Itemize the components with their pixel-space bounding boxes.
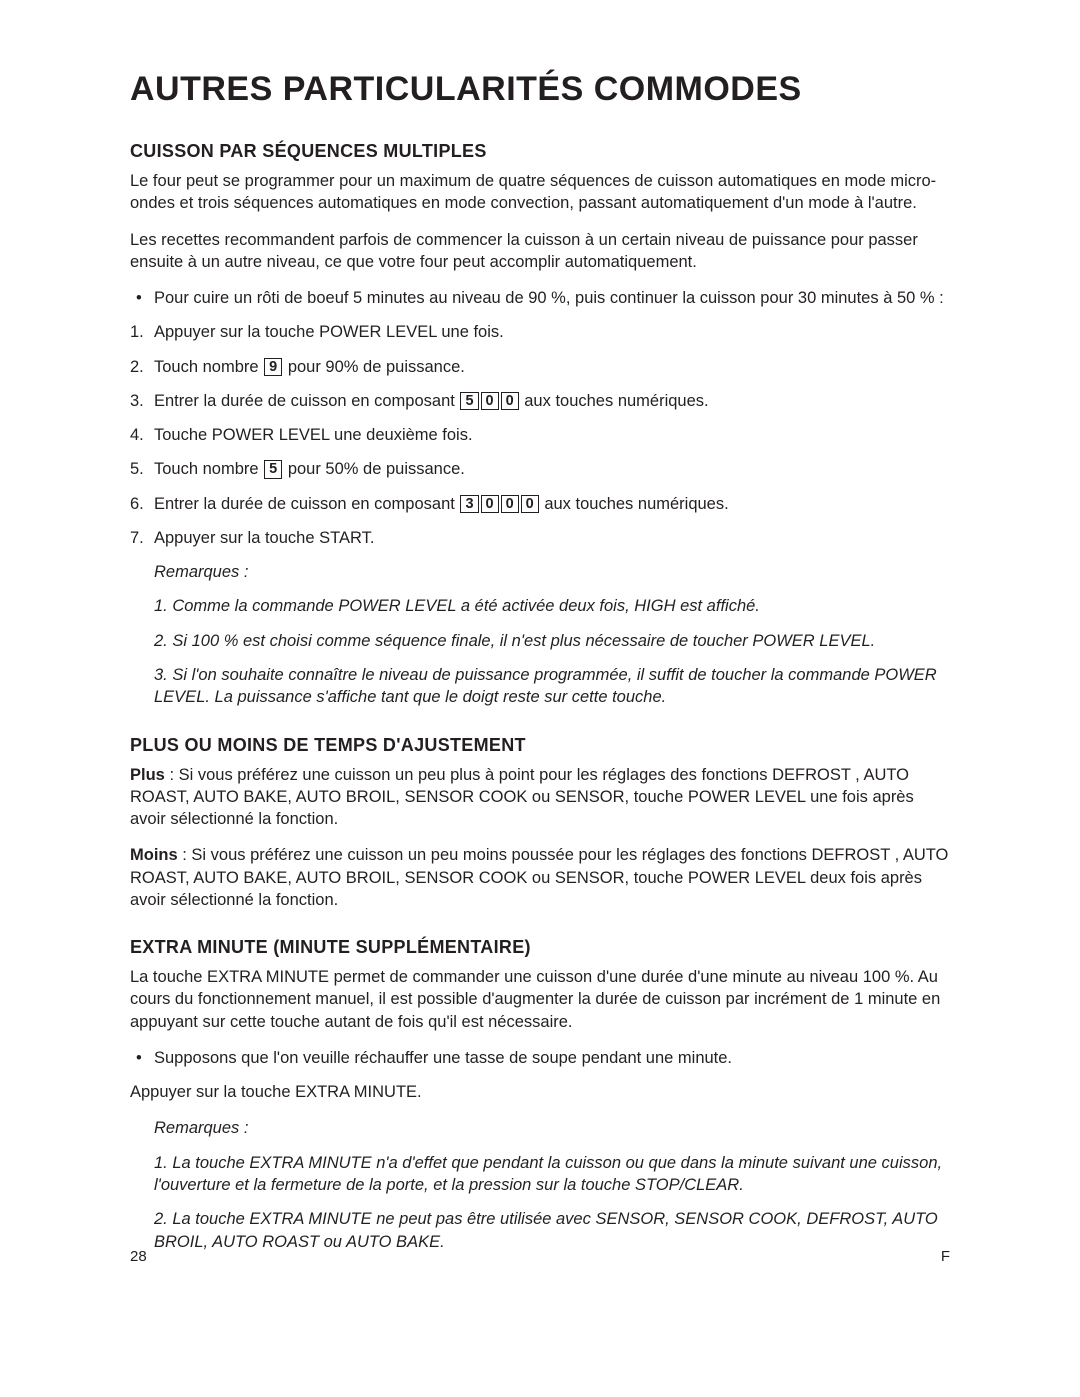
body-text-part: : Si vous préférez une cuisson un peu pl… — [130, 766, 914, 829]
step-number: 3. — [130, 390, 154, 412]
note-text: 3. Si l'on souhaite connaître le niveau … — [154, 664, 950, 709]
step-item: 1. Appuyer sur la touche POWER LEVEL une… — [130, 321, 950, 343]
step-item: 3. Entrer la durée de cuisson en composa… — [130, 390, 950, 412]
step-text-part: aux touches numériques. — [520, 392, 709, 410]
bold-label: Moins — [130, 846, 178, 864]
page-number: 28 — [130, 1248, 147, 1265]
step-text-part: Entrer la durée de cuisson en composant — [154, 495, 459, 513]
step-text: Appuyer sur la touche POWER LEVEL une fo… — [154, 321, 504, 343]
step-item: 2. Touch nombre 9 pour 90% de puissance. — [130, 356, 950, 378]
bold-label: Plus — [130, 766, 165, 784]
step-text-part: pour 90% de puissance. — [283, 358, 465, 376]
body-text: Les recettes recommandent parfois de com… — [130, 229, 950, 274]
page-footer: 28 F — [130, 1248, 950, 1265]
keycap: 0 — [501, 392, 519, 411]
bullet-item: • Supposons que l'on veuille réchauffer … — [130, 1047, 950, 1069]
step-item: 6. Entrer la durée de cuisson en composa… — [130, 493, 950, 515]
step-number: 1. — [130, 321, 154, 343]
step-text: Entrer la durée de cuisson en composant … — [154, 390, 709, 412]
body-text: Moins : Si vous préférez une cuisson un … — [130, 844, 950, 911]
keycap: 0 — [481, 495, 499, 514]
notes-block: Remarques : 1. La touche EXTRA MINUTE n'… — [130, 1117, 950, 1252]
bullet-text: Supposons que l'on veuille réchauffer un… — [154, 1047, 732, 1069]
body-text: La touche EXTRA MINUTE permet de command… — [130, 966, 950, 1033]
step-text: Touche POWER LEVEL une deuxième fois. — [154, 424, 473, 446]
note-text: 1. Comme la commande POWER LEVEL a été a… — [154, 595, 950, 617]
keycap: 0 — [481, 392, 499, 411]
section-heading-2: PLUS OU MOINS DE TEMPS D'AJUSTEMENT — [130, 735, 950, 756]
keycap: 9 — [264, 358, 282, 377]
notes-block: Remarques : 1. Comme la commande POWER L… — [130, 561, 950, 708]
step-text-part: Touch nombre — [154, 358, 263, 376]
step-text: Appuyer sur la touche START. — [154, 527, 374, 549]
note-text: 1. La touche EXTRA MINUTE n'a d'effet qu… — [154, 1152, 950, 1197]
step-item: 7. Appuyer sur la touche START. — [130, 527, 950, 549]
bullet-dot: • — [136, 287, 154, 309]
keycap: 5 — [264, 460, 282, 479]
bullet-dot: • — [136, 1047, 154, 1069]
step-text-part: aux touches numériques. — [540, 495, 729, 513]
body-text: Appuyer sur la touche EXTRA MINUTE. — [130, 1081, 950, 1103]
step-item: 5. Touch nombre 5 pour 50% de puissance. — [130, 458, 950, 480]
step-text: Touch nombre 5 pour 50% de puissance. — [154, 458, 465, 480]
keycap: 3 — [460, 495, 478, 514]
note-text: 2. La touche EXTRA MINUTE ne peut pas êt… — [154, 1208, 950, 1253]
notes-label: Remarques : — [154, 561, 950, 583]
body-text-part: : Si vous préférez une cuisson un peu mo… — [130, 846, 948, 909]
section-heading-3: EXTRA MINUTE (MINUTE SUPPLÉMENTAIRE) — [130, 937, 950, 958]
step-text-part: Touch nombre — [154, 460, 263, 478]
step-text-part: Entrer la durée de cuisson en composant — [154, 392, 459, 410]
step-text: Touch nombre 9 pour 90% de puissance. — [154, 356, 465, 378]
note-text: 2. Si 100 % est choisi comme séquence fi… — [154, 630, 950, 652]
bullet-text: Pour cuire un rôti de boeuf 5 minutes au… — [154, 287, 944, 309]
body-text: Plus : Si vous préférez une cuisson un p… — [130, 764, 950, 831]
step-text-part: pour 50% de puissance. — [283, 460, 465, 478]
step-number: 5. — [130, 458, 154, 480]
step-number: 6. — [130, 493, 154, 515]
footer-marker: F — [941, 1248, 950, 1265]
step-number: 7. — [130, 527, 154, 549]
page-title: AUTRES PARTICULARITÉS COMMODES — [130, 70, 950, 109]
step-item: 4. Touche POWER LEVEL une deuxième fois. — [130, 424, 950, 446]
step-number: 4. — [130, 424, 154, 446]
keycap: 5 — [460, 392, 478, 411]
step-text: Entrer la durée de cuisson en composant … — [154, 493, 729, 515]
keycap: 0 — [521, 495, 539, 514]
bullet-item: • Pour cuire un rôti de boeuf 5 minutes … — [130, 287, 950, 309]
section-heading-1: CUISSON PAR SÉQUENCES MULTIPLES — [130, 141, 950, 162]
keycap: 0 — [501, 495, 519, 514]
page-content: AUTRES PARTICULARITÉS COMMODES CUISSON P… — [0, 0, 1080, 1253]
notes-label: Remarques : — [154, 1117, 950, 1139]
step-number: 2. — [130, 356, 154, 378]
body-text: Le four peut se programmer pour un maxim… — [130, 170, 950, 215]
